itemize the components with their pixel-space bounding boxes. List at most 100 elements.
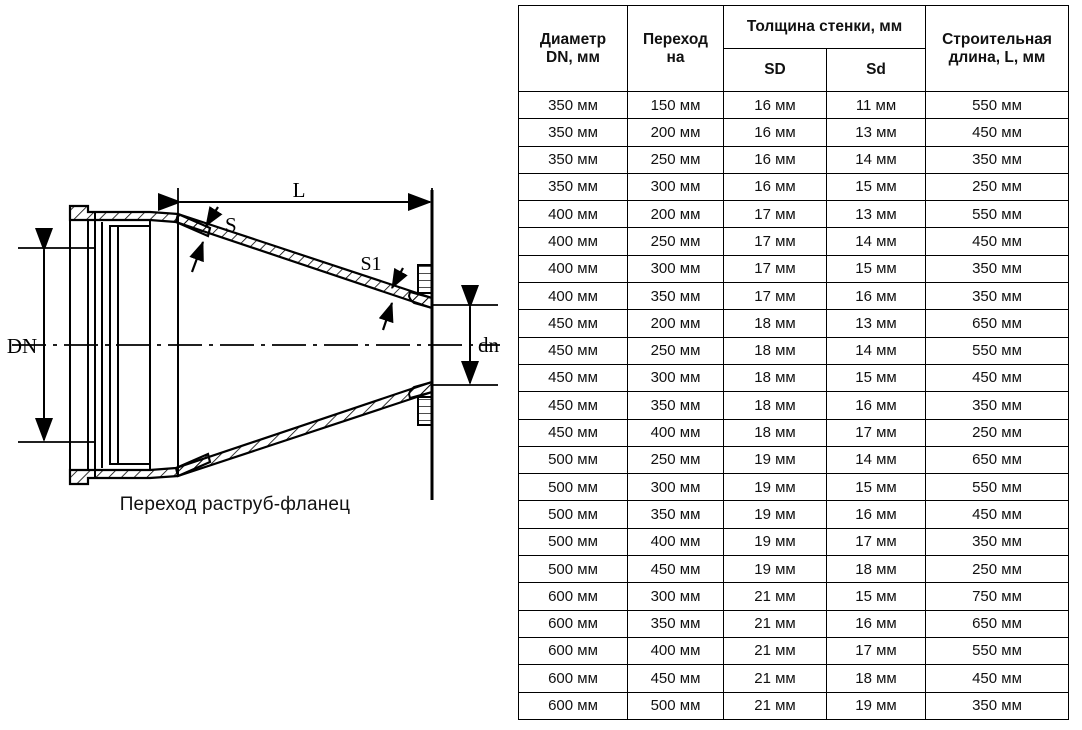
cell-sd: 21 мм [723, 609, 827, 638]
header-dn: Диаметр DN, мм [518, 5, 628, 92]
cell-length: 450 мм [925, 664, 1069, 693]
cell-sd: 17 мм [723, 200, 827, 229]
cell-sd-small: 16 мм [826, 500, 926, 529]
cell-length: 550 мм [925, 636, 1069, 666]
cell-sd-small: 15 мм [826, 582, 926, 611]
cell-transition: 400 мм [627, 418, 724, 447]
cell-length: 350 мм [925, 527, 1069, 557]
cell-sd: 19 мм [723, 445, 827, 475]
cell-dn: 350 мм [518, 90, 628, 120]
table-header: Диаметр DN, мм Переход на Толщина стенки… [518, 5, 1069, 92]
cell-length: 350 мм [925, 282, 1069, 311]
cell-sd: 19 мм [723, 527, 827, 557]
cell-length: 650 мм [925, 609, 1069, 638]
cell-length: 350 мм [925, 145, 1069, 174]
header-dn-line2: DN, мм [546, 48, 600, 66]
dimension-DN-label: DN [7, 334, 37, 358]
cell-transition: 300 мм [627, 582, 724, 611]
cell-sd: 16 мм [723, 90, 827, 120]
cell-dn: 400 мм [518, 200, 628, 229]
cell-sd-small: 16 мм [826, 391, 926, 420]
cell-dn: 350 мм [518, 172, 628, 202]
cell-dn: 450 мм [518, 418, 628, 447]
cell-transition: 500 мм [627, 691, 724, 720]
header-build-length-line2: длина, L, мм [948, 48, 1046, 66]
cell-dn: 450 мм [518, 391, 628, 420]
cell-dn: 350 мм [518, 118, 628, 147]
callout-S1: S1 [360, 253, 408, 331]
cell-dn: 600 мм [518, 636, 628, 666]
header-wall-thickness-group: Толщина стенки, мм [723, 5, 926, 49]
cell-sd: 18 мм [723, 418, 827, 447]
cell-length: 550 мм [925, 200, 1069, 229]
cell-sd: 18 мм [723, 391, 827, 420]
reducer-cross-section-drawing: L DN dn S [0, 0, 510, 730]
table-row: 500 мм 400 мм 19 мм 17 мм 350 мм [518, 527, 1069, 557]
cell-transition: 300 мм [627, 363, 724, 393]
cell-length: 550 мм [925, 336, 1069, 365]
cell-sd: 17 мм [723, 227, 827, 256]
cell-dn: 450 мм [518, 336, 628, 365]
cell-sd: 21 мм [723, 636, 827, 666]
flange-hub-lower [407, 380, 433, 400]
socket-rim [70, 205, 88, 485]
cell-sd: 16 мм [723, 118, 827, 147]
cell-sd: 19 мм [723, 500, 827, 529]
cell-length: 250 мм [925, 418, 1069, 447]
cell-transition: 350 мм [627, 609, 724, 638]
cell-sd-small: 14 мм [826, 336, 926, 365]
table-row: 500 мм 250 мм 19 мм 14 мм 650 мм [518, 445, 1069, 475]
cell-sd: 21 мм [723, 664, 827, 693]
table-row: 450 мм 250 мм 18 мм 14 мм 550 мм [518, 336, 1069, 365]
cell-dn: 600 мм [518, 609, 628, 638]
cell-dn: 450 мм [518, 363, 628, 393]
table-row: 600 мм 300 мм 21 мм 15 мм 750 мм [518, 582, 1069, 611]
table-row: 600 мм 400 мм 21 мм 17 мм 550 мм [518, 636, 1069, 666]
header-row-2: SD Sd [519, 48, 1069, 92]
header-transition: Переход на [627, 5, 724, 92]
cell-transition: 250 мм [627, 145, 724, 174]
cell-length: 550 мм [925, 90, 1069, 120]
header-build-length-line1: Строительная [942, 30, 1052, 48]
cell-dn: 500 мм [518, 445, 628, 475]
cell-dn: 600 мм [518, 582, 628, 611]
table-row: 400 мм 250 мм 17 мм 14 мм 450 мм [518, 227, 1069, 256]
header-sd-small: Sd [826, 48, 926, 92]
dimension-L: L [158, 178, 433, 300]
cell-transition: 350 мм [627, 282, 724, 311]
cell-transition: 200 мм [627, 309, 724, 338]
cell-sd-small: 15 мм [826, 363, 926, 393]
cell-sd: 17 мм [723, 282, 827, 311]
cell-sd-small: 17 мм [826, 636, 926, 666]
table-body: 350 мм 150 мм 16 мм 11 мм 550 мм 350 мм 200 мм… [518, 90, 1069, 720]
cell-sd: 19 мм [723, 473, 827, 502]
cell-sd: 18 мм [723, 309, 827, 338]
cell-sd-small: 19 мм [826, 691, 926, 720]
cell-sd: 18 мм [723, 363, 827, 393]
cone-lower-wall [174, 380, 434, 478]
table-row: 500 мм 350 мм 19 мм 16 мм 450 мм [518, 500, 1069, 529]
cell-sd-small: 13 мм [826, 118, 926, 147]
table-row: 400 мм 200 мм 17 мм 13 мм 550 мм [518, 200, 1069, 229]
header-transition-line2: на [666, 48, 685, 66]
cell-dn: 500 мм [518, 500, 628, 529]
callout-S-label: S [225, 213, 237, 237]
cell-transition: 150 мм [627, 90, 724, 120]
cell-transition: 300 мм [627, 172, 724, 202]
cell-length: 450 мм [925, 118, 1069, 147]
table-row: 400 мм 350 мм 17 мм 16 мм 350 мм [518, 282, 1069, 311]
cell-transition: 200 мм [627, 118, 724, 147]
cell-sd-small: 18 мм [826, 555, 926, 584]
cell-sd-small: 16 мм [826, 609, 926, 638]
cell-length: 250 мм [925, 555, 1069, 584]
cell-transition: 300 мм [627, 473, 724, 502]
cell-dn: 600 мм [518, 691, 628, 720]
specification-table: Диаметр DN, мм Переход на Толщина стенки… [518, 5, 1069, 720]
cell-length: 350 мм [925, 391, 1069, 420]
cell-transition: 300 мм [627, 254, 724, 284]
callout-S1-label: S1 [360, 253, 381, 275]
cell-transition: 350 мм [627, 500, 724, 529]
header-row-1: Диаметр DN, мм Переход на Толщина стенки… [518, 5, 1069, 92]
cell-sd: 18 мм [723, 336, 827, 365]
cell-sd-small: 15 мм [826, 254, 926, 284]
